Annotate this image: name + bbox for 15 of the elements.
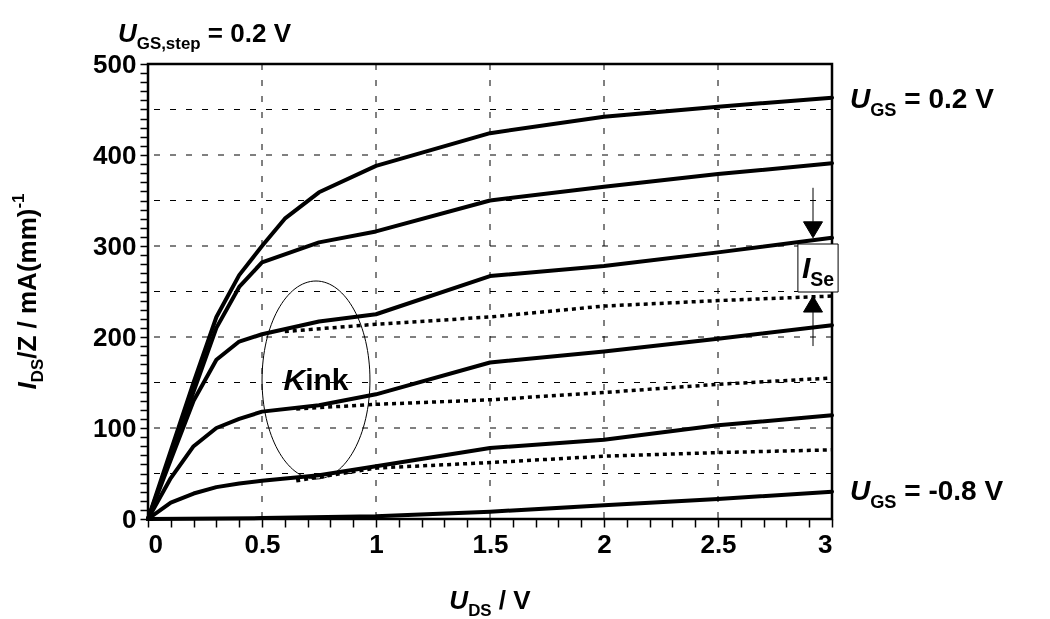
x-tick-label: 1.5 — [472, 528, 509, 559]
y-tick-label: 0 — [122, 503, 137, 534]
x-tick-label: 0.5 — [244, 528, 281, 559]
y-axis-title: IDS/Z / mA(mm)-1 — [9, 193, 48, 390]
y-tick-label: 200 — [93, 321, 137, 352]
y-tick-label: 400 — [93, 139, 137, 170]
x-tick-label: 2 — [597, 528, 612, 559]
annotation: Kink — [283, 363, 349, 396]
x-tick-label: 1 — [369, 528, 384, 559]
y-tick-label: 300 — [93, 230, 137, 261]
x-tick-label: 3 — [818, 528, 833, 559]
x-tick-label: 2.5 — [700, 528, 737, 559]
y-tick-label: 100 — [93, 412, 137, 443]
y-tick-label: 500 — [93, 48, 137, 79]
x-tick-label: 0 — [148, 528, 163, 559]
